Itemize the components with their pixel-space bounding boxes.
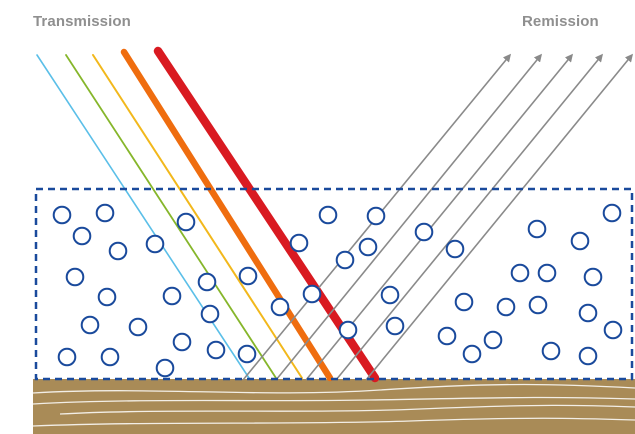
scattering-particle (541, 341, 561, 361)
substrate-layer (32, 379, 635, 434)
scattering-particle (172, 332, 192, 352)
incoming-ray (92, 54, 303, 379)
scattering-particle (197, 272, 217, 292)
scattering-particle (496, 297, 516, 317)
scattering-particle (510, 263, 530, 283)
incoming-ray (153, 46, 380, 383)
scattering-particle (108, 241, 128, 261)
scattering-particle (97, 287, 117, 307)
scattering-particle (128, 317, 148, 337)
scattering-particle (603, 320, 623, 340)
scattering-particle (537, 263, 557, 283)
scattering-particle (454, 292, 474, 312)
incoming-ray (36, 54, 250, 379)
remission-arrow (335, 53, 604, 381)
scattering-particle (238, 266, 258, 286)
remission-label: Remission (522, 13, 599, 30)
scattering-particle (65, 267, 85, 287)
scattering-particle (318, 205, 338, 225)
substrate-grain-line (59, 404, 635, 415)
scattering-particle (237, 344, 257, 364)
scattering-particle (437, 326, 457, 346)
scattering-particle (145, 234, 165, 254)
scattering-particle (462, 344, 482, 364)
scattering-particle (155, 358, 175, 378)
scattering-particle (528, 295, 548, 315)
scattering-particle (602, 203, 622, 223)
scattering-particle (380, 285, 400, 305)
scattering-particle (414, 222, 434, 242)
medium-boundary (34, 187, 634, 381)
incoming-ray (65, 54, 277, 379)
scattering-particle (302, 284, 322, 304)
scattering-particle (95, 203, 115, 223)
scattering-particle (72, 226, 92, 246)
remission-arrow (275, 53, 543, 381)
scattering-particle (162, 286, 182, 306)
remission-arrow (365, 53, 634, 381)
scattering-particle (358, 237, 378, 257)
scattering-particle (578, 303, 598, 323)
scattering-particle (570, 231, 590, 251)
substrate-grain-line (32, 417, 635, 427)
scattering-particle (206, 340, 226, 360)
scattering-particle (52, 205, 72, 225)
incoming-rays (36, 46, 380, 383)
scattering-particle (289, 233, 309, 253)
scattering-particle (385, 316, 405, 336)
scattering-particle (176, 212, 196, 232)
substrate-grain-line (32, 396, 635, 405)
scattering-particle (483, 330, 503, 350)
transmission-label: Transmission (33, 13, 131, 30)
scattering-particles (52, 203, 623, 378)
scattering-particle (335, 250, 355, 270)
scattering-particle (338, 320, 358, 340)
scattering-particle (100, 347, 120, 367)
incoming-ray (120, 48, 334, 382)
scattering-particle (527, 219, 547, 239)
scattering-particle (57, 347, 77, 367)
scattering-particle (80, 315, 100, 335)
scattering-particle (366, 206, 386, 226)
scattering-particle (200, 304, 220, 324)
substrate-grain-line (32, 383, 635, 394)
scattering-particle (270, 297, 290, 317)
scattering-particle (583, 267, 603, 287)
scattering-particle (445, 239, 465, 259)
substrate-block (33, 379, 635, 434)
scattering-particle (578, 346, 598, 366)
